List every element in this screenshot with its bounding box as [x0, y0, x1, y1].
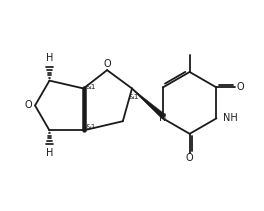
Text: H: H: [46, 53, 53, 63]
Polygon shape: [132, 88, 166, 119]
Text: N: N: [159, 113, 167, 123]
Text: O: O: [186, 153, 194, 163]
Text: O: O: [24, 100, 32, 111]
Text: &1: &1: [128, 94, 139, 100]
Text: O: O: [237, 83, 245, 92]
Text: O: O: [103, 59, 111, 69]
Text: &1: &1: [86, 124, 96, 130]
Text: NH: NH: [224, 113, 238, 123]
Text: H: H: [46, 148, 53, 158]
Text: &1: &1: [86, 84, 96, 90]
